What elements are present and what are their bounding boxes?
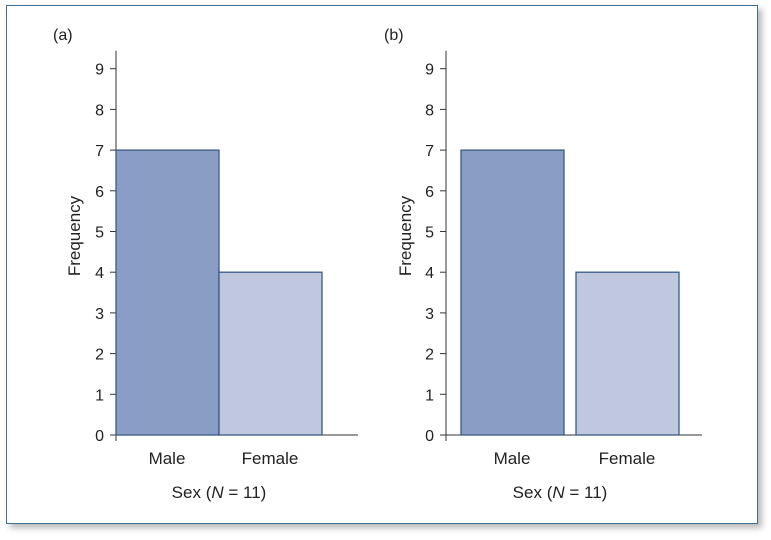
y-tick-label: 0 — [95, 428, 104, 445]
x-axis-title-suffix: = 11) — [565, 483, 608, 502]
panel-label: (a) — [53, 27, 73, 44]
y-tick-label: 7 — [95, 143, 104, 160]
y-tick-label: 2 — [95, 347, 104, 364]
x-category-label: Female — [599, 449, 656, 468]
y-tick-label: 5 — [425, 225, 434, 242]
bar-female — [575, 271, 680, 436]
y-tick-label: 3 — [95, 306, 104, 323]
bar-male — [115, 149, 220, 436]
x-axis-title-symbol: N — [552, 483, 565, 502]
y-tick-label: 9 — [95, 62, 104, 79]
y-axis-title: Frequency — [65, 195, 84, 276]
y-tick-label: 9 — [425, 62, 434, 79]
x-category-label: Male — [149, 449, 186, 468]
bar-male — [460, 149, 565, 436]
y-tick-label: 2 — [425, 347, 434, 364]
x-axis-title: Sex (N = 11) — [513, 483, 608, 502]
y-tick-label: 8 — [425, 102, 434, 119]
x-axis-title-prefix: Sex ( — [172, 483, 212, 502]
y-tick-label: 4 — [95, 265, 104, 282]
y-tick-label: 5 — [95, 225, 104, 242]
y-tick-label: 6 — [425, 184, 434, 201]
x-axis-title-symbol: N — [211, 483, 224, 502]
x-category-label: Female — [242, 449, 299, 468]
y-tick-label: 1 — [95, 387, 104, 404]
x-axis-title-suffix: = 11) — [224, 483, 267, 502]
y-tick-label: 7 — [425, 143, 434, 160]
panel-a: (a) 0 1 2 3 4 5 6 7 8 9 Male Female Sex (N = 11) Frequ… — [53, 27, 358, 502]
y-tick-label: 8 — [95, 102, 104, 119]
y-tick-label: 3 — [425, 306, 434, 323]
panel-label: (b) — [384, 27, 404, 44]
x-category-label: Male — [494, 449, 531, 468]
y-tick-label: 1 — [425, 387, 434, 404]
bar-female — [218, 271, 323, 436]
y-tick-label: 4 — [425, 265, 434, 282]
y-axis-title: Frequency — [396, 195, 415, 276]
x-axis-title-prefix: Sex ( — [513, 483, 553, 502]
x-axis-title: Sex (N = 11) — [172, 483, 267, 502]
y-tick-label: 0 — [425, 428, 434, 445]
y-tick-label: 6 — [95, 184, 104, 201]
panel-b: (b) 0 1 2 3 4 5 6 7 8 9 Male Female Sex (N = 11) Frequ… — [384, 27, 702, 502]
